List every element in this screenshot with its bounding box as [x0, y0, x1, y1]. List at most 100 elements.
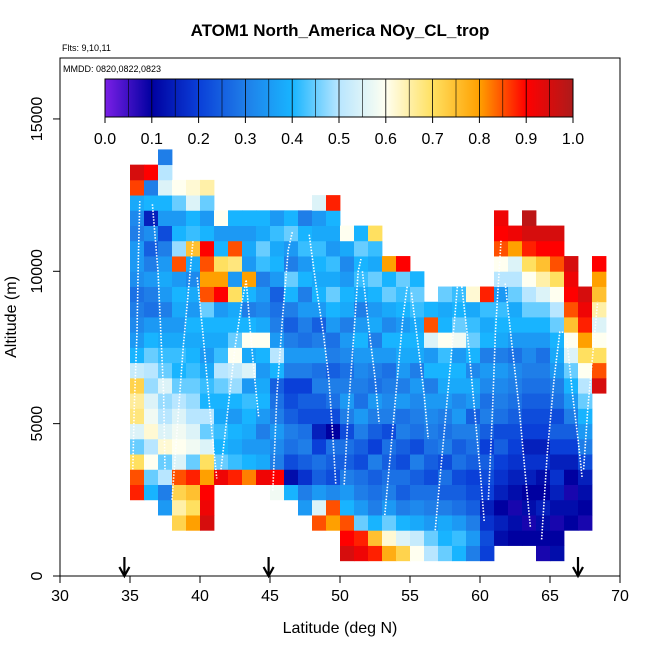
- heatmap-cell: [452, 332, 467, 348]
- colorbar-tick-label: 0.9: [515, 131, 537, 148]
- heatmap-cell: [326, 347, 341, 364]
- heatmap-cell: [340, 438, 355, 455]
- heatmap-cell: [536, 362, 551, 379]
- heatmap-cell: [144, 393, 159, 409]
- colorbar-tick-label: 0.1: [141, 131, 163, 148]
- heatmap-cell: [186, 469, 201, 485]
- heatmap-cell: [186, 179, 201, 196]
- heatmap-cells: [130, 149, 607, 562]
- heatmap-cell: [312, 225, 327, 242]
- heatmap-cell: [522, 438, 537, 455]
- heatmap-cell: [242, 377, 257, 394]
- heatmap-cell: [312, 469, 327, 485]
- heatmap-cell: [396, 499, 411, 516]
- heatmap-cell: [550, 347, 565, 364]
- heatmap-cell: [158, 240, 173, 257]
- heatmap-cell: [410, 301, 425, 318]
- heatmap-cell: [186, 240, 201, 257]
- heatmap-cell: [130, 484, 145, 501]
- heatmap-cell: [396, 438, 411, 455]
- heatmap-cell: [578, 347, 593, 364]
- heatmap-cell: [452, 362, 467, 379]
- heatmap-cell: [494, 484, 509, 501]
- heatmap-cell: [480, 286, 495, 303]
- heatmap-cell: [242, 256, 257, 272]
- heatmap-cell: [284, 484, 299, 501]
- colorbar-tick-label: 0.2: [187, 131, 209, 148]
- heatmap-cell: [172, 347, 187, 364]
- flight-track: [196, 277, 218, 479]
- heatmap-cell: [256, 393, 271, 409]
- heatmap-cell: [564, 454, 579, 470]
- heatmap-cell: [522, 484, 537, 501]
- heatmap-cell: [340, 484, 355, 501]
- heatmap-cell: [312, 240, 327, 257]
- colorbar-tick-label: 1.0: [562, 131, 584, 148]
- heatmap-cell: [158, 469, 173, 485]
- heatmap-cell: [550, 530, 565, 546]
- heatmap-cell: [354, 256, 369, 272]
- heatmap-cell: [270, 484, 285, 501]
- heatmap-cell: [578, 377, 593, 394]
- heatmap-cell: [382, 347, 397, 364]
- heatmap-cell: [354, 240, 369, 257]
- heatmap-cell: [284, 393, 299, 409]
- heatmap-cell: [326, 469, 341, 485]
- heatmap-cell: [480, 545, 495, 562]
- heatmap-cell: [382, 530, 397, 546]
- heatmap-cell: [536, 423, 551, 440]
- x-tick-label: 65: [541, 588, 559, 605]
- x-tick-label: 55: [401, 588, 419, 605]
- heatmap-cell: [410, 545, 425, 562]
- heatmap-cell: [522, 225, 537, 242]
- heatmap-cell: [326, 362, 341, 379]
- heatmap-cell: [242, 271, 257, 287]
- flight-track: [245, 280, 260, 418]
- heatmap-cell: [312, 210, 327, 226]
- heatmap-cell: [200, 256, 215, 272]
- heatmap-cell: [256, 362, 271, 379]
- down-arrow-head: [572, 566, 584, 579]
- heatmap-cell: [536, 408, 551, 425]
- heatmap-cell: [200, 484, 215, 501]
- heatmap-cell: [452, 408, 467, 425]
- heatmap-cell: [438, 484, 453, 501]
- heatmap-cell: [522, 317, 537, 333]
- heatmap-cell: [172, 438, 187, 455]
- heatmap-cell: [340, 286, 355, 303]
- heatmap-cell: [144, 301, 159, 318]
- heatmap-cell: [130, 210, 145, 226]
- heatmap-cell: [144, 317, 159, 333]
- heatmap-cell: [368, 347, 383, 364]
- heatmap-cell: [592, 256, 607, 272]
- heatmap-cell: [550, 271, 565, 287]
- heatmap-cell: [578, 423, 593, 440]
- heatmap-cell: [424, 393, 439, 409]
- heatmap-cell: [186, 317, 201, 333]
- heatmap-cell: [522, 347, 537, 364]
- heatmap-cell: [172, 362, 187, 379]
- heatmap-cell: [508, 499, 523, 516]
- heatmap-cell: [186, 499, 201, 516]
- heatmap-cell: [368, 240, 383, 257]
- heatmap-cell: [550, 469, 565, 485]
- chart-title: ATOM1 North_America NOy_CL_trop: [191, 21, 490, 40]
- flight-track: [410, 292, 429, 439]
- heatmap-cell: [158, 271, 173, 287]
- heatmap-cell: [130, 377, 145, 394]
- heatmap-cell: [158, 423, 173, 440]
- heatmap-cell: [242, 469, 257, 485]
- heatmap-cell: [214, 271, 229, 287]
- dates-info: MMDD: 0820,0822,0823: [63, 64, 161, 74]
- heatmap-cell: [508, 225, 523, 242]
- heatmap-cell: [494, 210, 509, 226]
- heatmap-cell: [256, 286, 271, 303]
- x-tick-label: 70: [611, 588, 629, 605]
- heatmap-cell: [410, 499, 425, 516]
- heatmap-cell: [536, 530, 551, 546]
- heatmap-cell: [550, 377, 565, 394]
- heatmap-cell: [340, 317, 355, 333]
- colorbar: 0.0 0.1 0.2 0.3 0.4 0.5 0.6 0.7 0.8 0.9 1.0: [94, 78, 584, 148]
